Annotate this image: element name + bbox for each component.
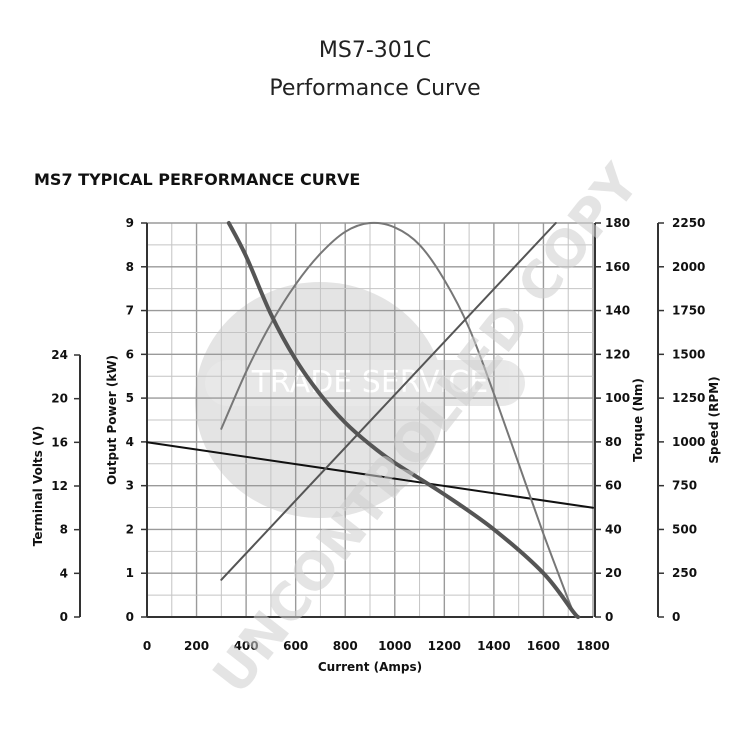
x-tick-label: 1800: [576, 639, 609, 653]
x-tick-label: 400: [234, 639, 259, 653]
power-tick-label: 9: [126, 216, 134, 230]
series-line-torque: [220, 222, 557, 581]
power-tick-label: 0: [126, 610, 134, 624]
torque-tick-label: 60: [605, 479, 622, 493]
chart-title: MS7 TYPICAL PERFORMANCE CURVE: [34, 170, 361, 189]
page-title: MS7-301C: [318, 38, 432, 63]
power-tick-label: 8: [126, 260, 134, 274]
x-tick-label: 1600: [527, 639, 560, 653]
volts-tick-label: 12: [51, 479, 68, 493]
chart-labels: 0 200 400 600 800 1000 1200 1400 1600 1800Current…: [31, 216, 721, 674]
speed-tick-label: 1750: [672, 304, 705, 318]
torque-tick-label: 160: [605, 260, 630, 274]
x-tick-label: 800: [333, 639, 358, 653]
speed-tick-label: 500: [672, 522, 697, 536]
power-axis-label: Output Power (kW): [105, 355, 119, 485]
speed-tick-label: 750: [672, 479, 697, 493]
power-tick-label: 4: [126, 435, 134, 449]
torque-tick-label: 40: [605, 522, 622, 536]
x-tick-label: 1000: [378, 639, 411, 653]
volts-tick-label: 20: [51, 392, 68, 406]
x-tick-label: 1200: [428, 639, 461, 653]
speed-tick-label: 1250: [672, 391, 705, 405]
power-tick-label: 6: [126, 347, 134, 361]
series-line-power: [220, 221, 577, 618]
x-tick-label: 200: [184, 639, 209, 653]
power-tick-label: 3: [126, 479, 134, 493]
speed-tick-label: 250: [672, 566, 697, 580]
speed-axis-label: Speed (RPM): [707, 376, 721, 463]
power-tick-label: 1: [126, 566, 134, 580]
series-line-volts: [146, 441, 594, 509]
chart-axes: [74, 222, 664, 618]
torque-tick-label: 180: [605, 216, 630, 230]
volts-tick-label: 24: [51, 348, 68, 362]
torque-tick-label: 140: [605, 304, 630, 318]
power-tick-label: 5: [126, 391, 134, 405]
torque-tick-label: 120: [605, 347, 630, 361]
x-tick-label: 0: [143, 639, 151, 653]
torque-tick-label: 0: [605, 610, 613, 624]
volts-tick-label: 0: [60, 610, 68, 624]
series-line-speed: [226, 221, 581, 619]
speed-tick-label: 2250: [672, 216, 705, 230]
speed-tick-label: 2000: [672, 260, 705, 274]
torque-tick-label: 20: [605, 566, 622, 580]
chart-series: [146, 221, 594, 619]
volts-tick-label: 4: [60, 566, 68, 580]
power-tick-label: 2: [126, 522, 134, 536]
speed-tick-label: 1500: [672, 347, 705, 361]
speed-tick-label: 0: [672, 610, 680, 624]
x-axis-label: Current (Amps): [318, 660, 422, 674]
volts-axis-label: Terminal Volts (V): [31, 426, 45, 547]
power-tick-label: 7: [126, 304, 134, 318]
speed-tick-label: 1000: [672, 435, 705, 449]
volts-tick-label: 8: [60, 523, 68, 537]
torque-tick-label: 100: [605, 391, 630, 405]
x-tick-label: 1400: [477, 639, 510, 653]
torque-axis-label: Torque (Nm): [631, 378, 645, 462]
torque-tick-label: 80: [605, 435, 622, 449]
volts-tick-label: 16: [51, 435, 68, 449]
x-tick-label: 600: [283, 639, 308, 653]
page-subtitle: Performance Curve: [269, 76, 481, 101]
